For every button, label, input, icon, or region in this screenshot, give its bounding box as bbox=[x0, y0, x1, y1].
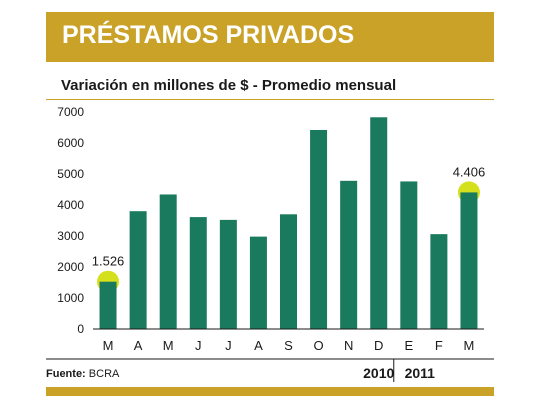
x-tick-label: S bbox=[284, 338, 293, 353]
bar bbox=[430, 234, 448, 329]
source-value: BCRA bbox=[88, 368, 120, 380]
data-label: 4.406 bbox=[453, 164, 486, 179]
x-tick-label: M bbox=[464, 338, 475, 353]
chart-title: PRÉSTAMOS PRIVADOS bbox=[62, 21, 355, 49]
bar-chart: 0 1000 2000 3000 4000 5000 6000 7000 1.526 4.406 M… bbox=[46, 105, 494, 382]
bar bbox=[310, 129, 328, 329]
x-tick-label: A bbox=[254, 338, 263, 353]
source-note: Fuente: BCRA bbox=[46, 368, 119, 380]
source-label: Fuente: bbox=[46, 368, 86, 380]
y-tick-label: 4000 bbox=[57, 198, 84, 212]
bar bbox=[400, 181, 418, 329]
bar bbox=[159, 194, 177, 329]
x-tick-label: F bbox=[435, 338, 443, 353]
subtitle-divider bbox=[46, 99, 494, 100]
title-banner: PRÉSTAMOS PRIVADOS bbox=[46, 12, 494, 62]
y-tick-label: 3000 bbox=[57, 229, 84, 243]
x-tick-label: D bbox=[374, 338, 383, 353]
x-tick-label: E bbox=[404, 338, 413, 353]
bar bbox=[370, 117, 388, 329]
x-tick-label: O bbox=[314, 338, 324, 353]
x-tick-label: N bbox=[344, 338, 353, 353]
x-tick-label: J bbox=[195, 338, 202, 353]
y-tick-label: 2000 bbox=[57, 260, 84, 274]
y-tick-label: 1000 bbox=[57, 291, 84, 305]
bar bbox=[280, 214, 297, 329]
y-tick-label: 6000 bbox=[57, 136, 84, 150]
bar bbox=[249, 236, 267, 329]
bar bbox=[460, 192, 478, 329]
year-label: 2010 bbox=[363, 365, 394, 381]
bar bbox=[189, 217, 207, 329]
y-tick-label: 0 bbox=[77, 322, 84, 336]
x-tick-label: M bbox=[103, 338, 114, 353]
bar bbox=[99, 281, 117, 329]
bar bbox=[129, 211, 147, 329]
x-tick-label: M bbox=[163, 338, 174, 353]
data-label: 1.526 bbox=[92, 254, 125, 269]
bar bbox=[340, 180, 358, 329]
x-tick-label: A bbox=[134, 338, 143, 353]
x-tick-label: J bbox=[225, 338, 232, 353]
y-tick-label: 5000 bbox=[57, 167, 84, 181]
y-tick-label: 7000 bbox=[57, 105, 84, 119]
chart-subtitle: Variación en millones de $ - Promedio me… bbox=[61, 77, 397, 94]
bottom-divider bbox=[46, 387, 494, 396]
year-label: 2011 bbox=[405, 365, 436, 381]
bar bbox=[219, 219, 237, 329]
